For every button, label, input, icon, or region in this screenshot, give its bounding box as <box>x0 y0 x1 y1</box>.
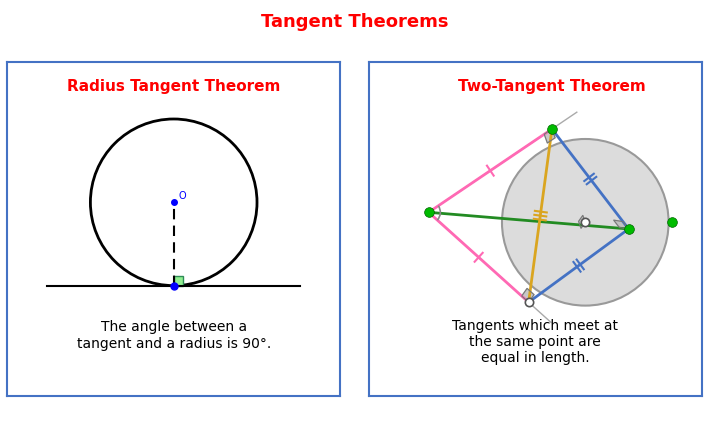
Polygon shape <box>545 129 555 143</box>
Text: O: O <box>179 191 186 201</box>
Text: The angle between a
tangent and a radius is 90°.: The angle between a tangent and a radius… <box>77 321 271 351</box>
Text: Tangents which meet at
the same point are
equal in length.: Tangents which meet at the same point ar… <box>452 319 618 365</box>
Polygon shape <box>522 289 534 302</box>
Text: Radius Tangent Theorem: Radius Tangent Theorem <box>67 79 280 94</box>
Circle shape <box>502 139 669 305</box>
Polygon shape <box>614 220 629 229</box>
Text: Two-Tangent Theorem: Two-Tangent Theorem <box>458 79 646 94</box>
Bar <box>174 276 183 286</box>
Text: Tangent Theorems: Tangent Theorems <box>261 13 448 31</box>
Polygon shape <box>579 216 586 228</box>
